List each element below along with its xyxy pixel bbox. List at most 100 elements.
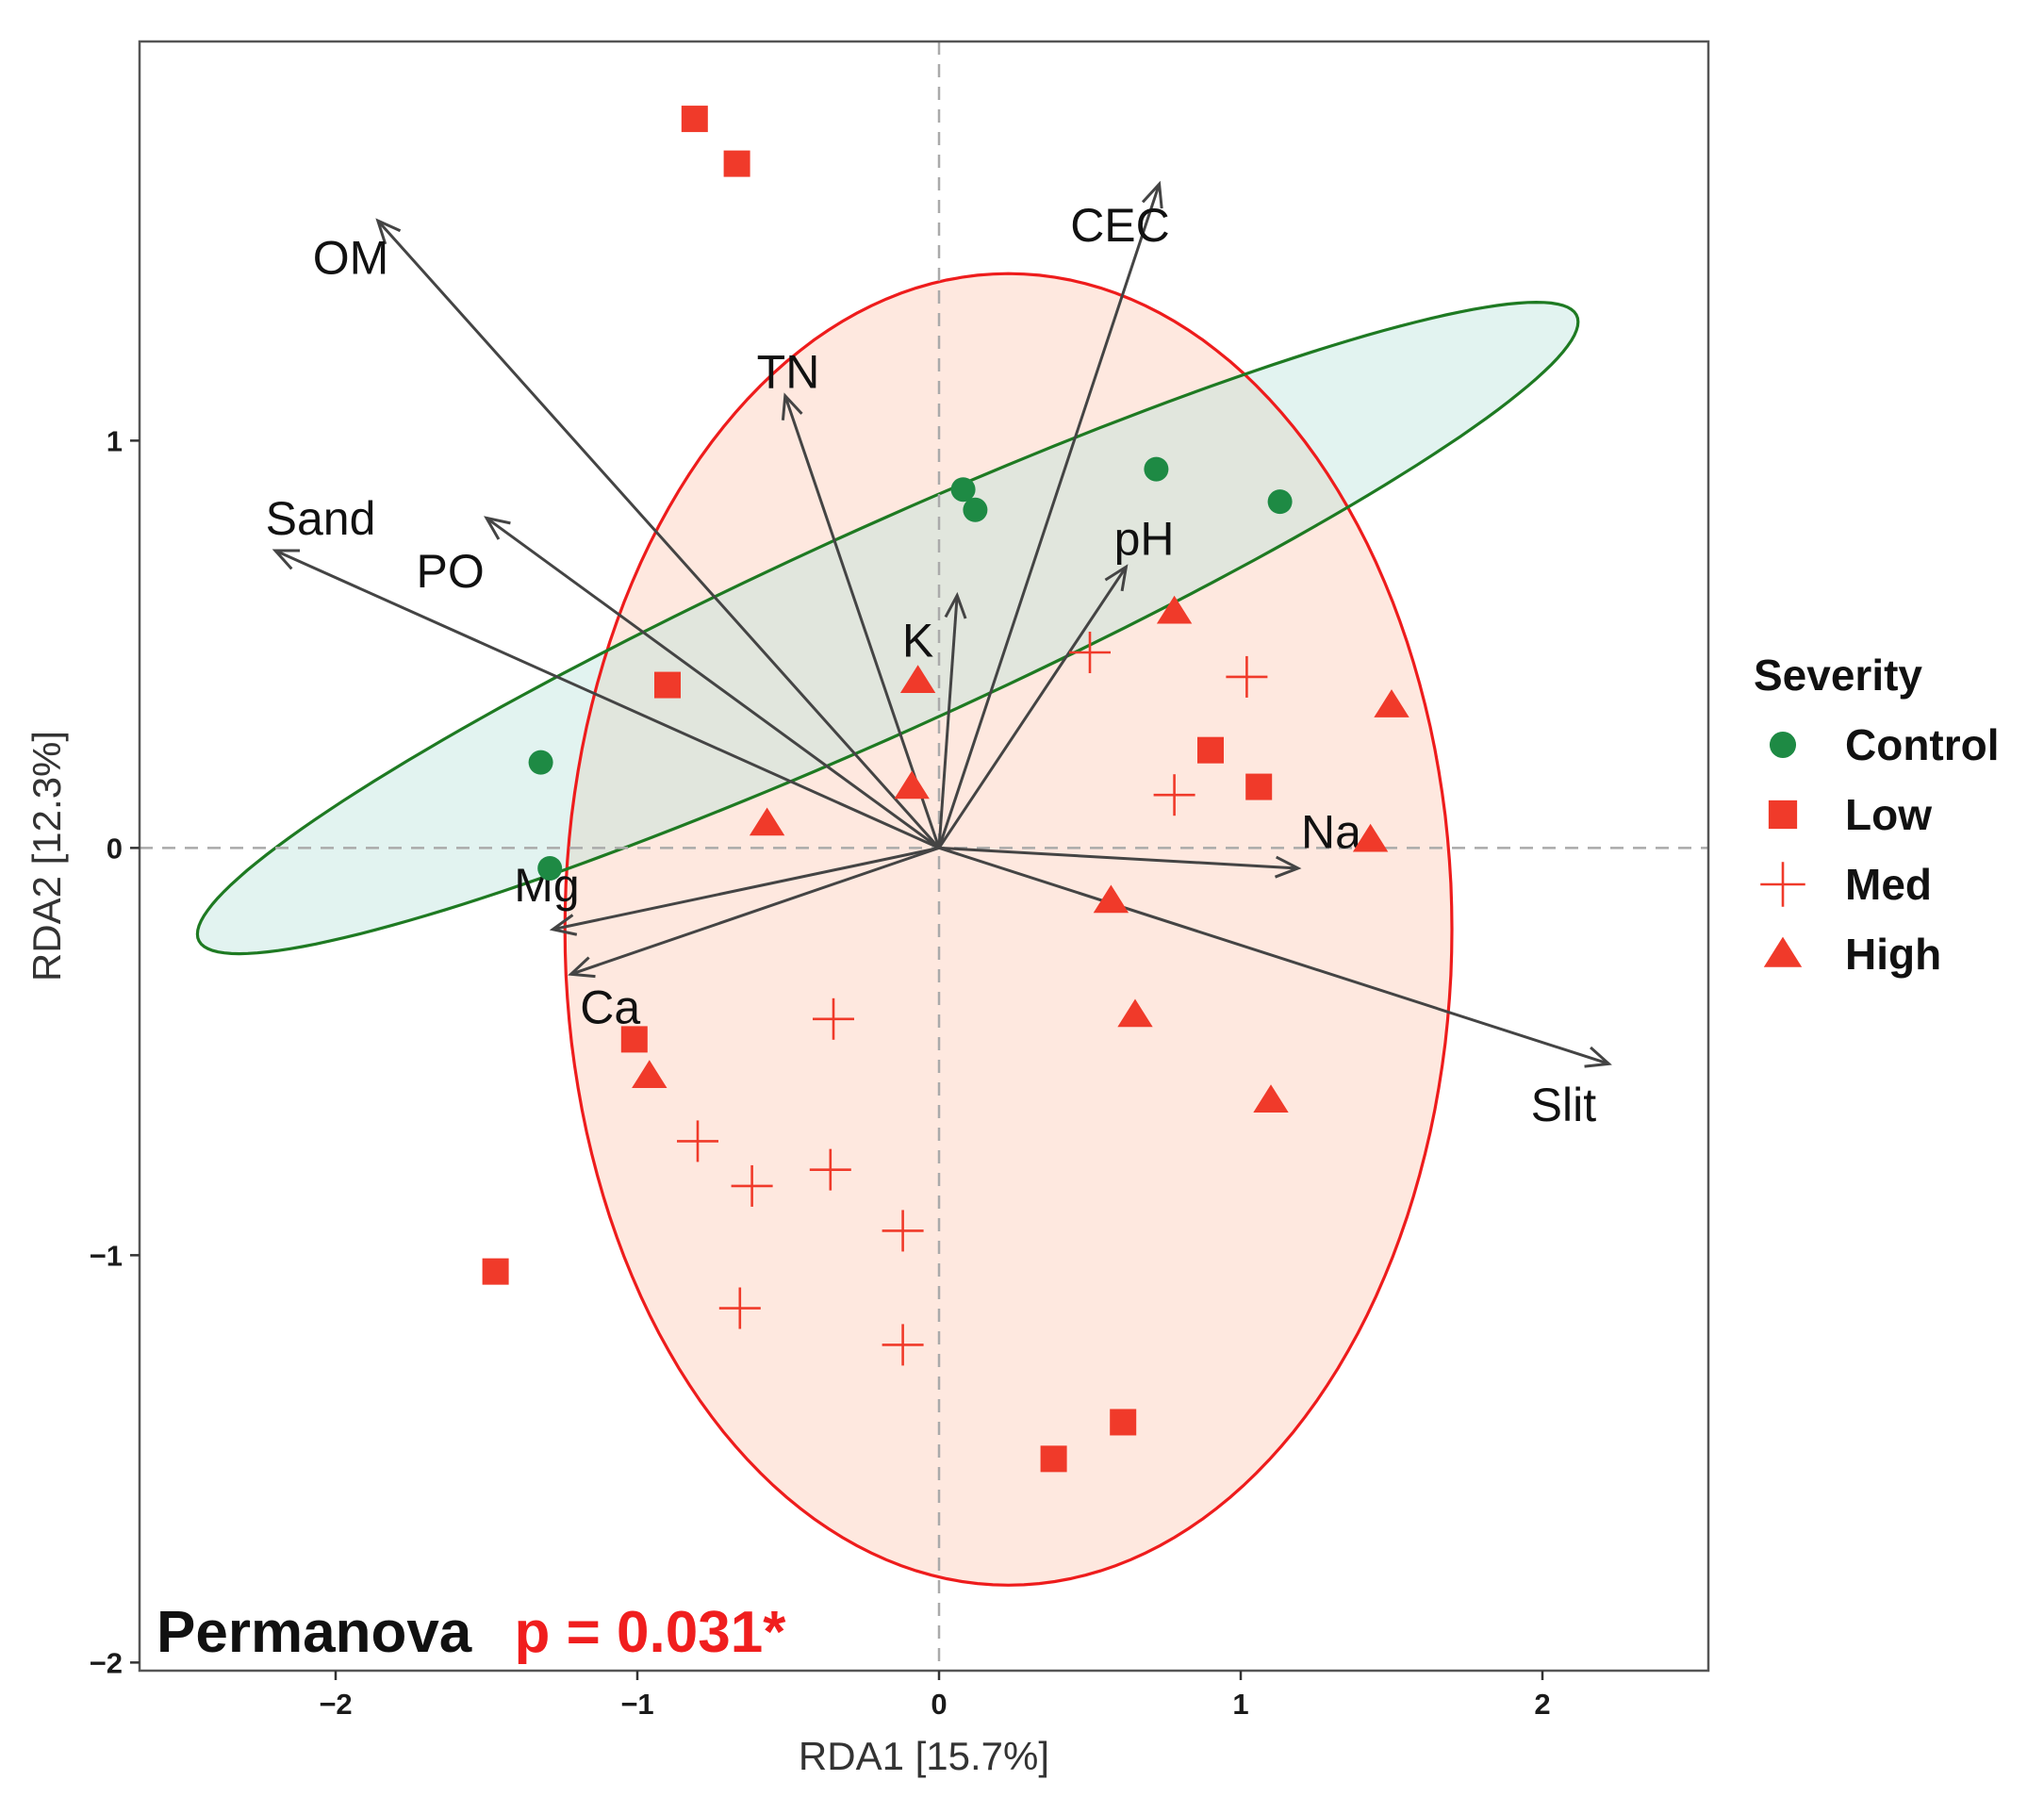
vector-arrow-po <box>486 517 940 849</box>
legend-label-med: Med <box>1845 860 1932 909</box>
point-control-2 <box>1144 456 1169 482</box>
point-low-1 <box>723 150 750 177</box>
vector-arrow-tn <box>783 395 941 849</box>
vector-label-ca: Ca <box>580 981 640 1033</box>
legend: Severity Control Low Med High <box>1754 651 2000 979</box>
legend-label-control: Control <box>1845 720 2000 769</box>
x-tick-label-2: 2 <box>1534 1688 1550 1721</box>
vector-label-po: PO <box>416 545 484 598</box>
point-med-7 <box>882 1210 924 1252</box>
legend-key-high <box>1763 936 1803 967</box>
legend-label-low: Low <box>1845 790 1932 839</box>
point-high-8 <box>632 1060 668 1089</box>
vector-om: OM <box>313 218 941 849</box>
vector-arrow-ca <box>570 846 940 976</box>
point-high-4 <box>749 807 785 836</box>
point-med-8 <box>718 1287 761 1329</box>
vector-k: K <box>902 591 967 849</box>
vector-slit: Slit <box>938 846 1612 1131</box>
legend-key-med <box>1760 862 1805 907</box>
vector-label-tn: TN <box>757 345 820 398</box>
permanova-annotation: Permanova p = 0.031* <box>157 1600 786 1665</box>
point-control-4 <box>528 750 553 775</box>
point-low-0 <box>681 106 708 133</box>
vector-po: PO <box>416 516 940 849</box>
vector-arrow-mg <box>552 846 940 931</box>
legend-key-low <box>1768 800 1798 830</box>
vector-sand: Sand <box>266 492 940 849</box>
vector-head-cec <box>1141 180 1163 209</box>
point-high-6 <box>1093 884 1129 914</box>
ellipse-severity-outline <box>563 272 1454 1587</box>
point-med-1 <box>1226 655 1268 698</box>
vector-arrow-sand <box>274 549 940 849</box>
point-med-0 <box>1069 632 1111 673</box>
vector-label-om: OM <box>313 231 389 284</box>
point-med-3 <box>813 997 854 1040</box>
point-low-2 <box>654 671 681 699</box>
vector-na: Na <box>938 806 1361 879</box>
vector-arrow-om <box>376 220 941 849</box>
vector-head-om <box>375 218 402 245</box>
vector-arrow-cec <box>937 183 1162 849</box>
y-axis-title: RDA2 [12.3%] <box>25 731 69 981</box>
vector-arrow-slit <box>938 846 1609 1065</box>
point-high-9 <box>1253 1084 1289 1113</box>
legend-key-control <box>1769 731 1797 759</box>
vector-head-na <box>1274 855 1302 879</box>
vector-head-ph <box>1104 564 1129 592</box>
vector-head-slit <box>1584 1046 1612 1068</box>
point-control-0 <box>950 477 976 503</box>
x-tick-label--1: −1 <box>620 1688 653 1721</box>
ellipse-layer <box>195 272 1580 1587</box>
y-tick-label-0: 0 <box>107 832 123 865</box>
point-high-3 <box>1374 689 1409 717</box>
x-tick-label-0: 0 <box>931 1688 947 1721</box>
vector-label-k: K <box>902 615 933 668</box>
point-low-5 <box>620 1026 648 1053</box>
vector-head-tn <box>781 392 803 420</box>
point-control-3 <box>1267 489 1293 515</box>
x-axis-title: RDA1 [15.7%] <box>799 1734 1049 1778</box>
x-tick-label--2: −2 <box>319 1688 352 1721</box>
vector-label-slit: Slit <box>1531 1079 1597 1131</box>
vector-label-sand: Sand <box>266 492 376 545</box>
vector-head-po <box>484 516 511 540</box>
point-low-7 <box>1110 1409 1137 1436</box>
point-control-5 <box>537 855 563 881</box>
vector-tn: TN <box>757 345 941 849</box>
point-high-2 <box>894 770 930 800</box>
vector-cec: CEC <box>937 180 1170 849</box>
point-med-6 <box>809 1148 851 1191</box>
legend-label-high: High <box>1845 930 1941 979</box>
vector-head-k <box>944 591 967 619</box>
vector-arrow-k <box>937 595 959 849</box>
point-control-1 <box>963 497 988 522</box>
vector-arrow-ph <box>937 566 1128 849</box>
point-med-5 <box>731 1164 773 1207</box>
vector-head-ca <box>568 956 596 979</box>
ellipse-severity-fill <box>565 273 1452 1586</box>
point-high-0 <box>1156 595 1193 624</box>
x-tick-label-1: 1 <box>1232 1688 1248 1721</box>
vector-arrow-na <box>938 846 1298 870</box>
point-low-4 <box>1245 773 1273 800</box>
point-low-3 <box>1197 736 1224 764</box>
ellipse-control-outline <box>195 300 1580 956</box>
plot-frame <box>138 40 1710 1673</box>
y-tick-label--2: −2 <box>90 1646 123 1679</box>
permanova-label: Permanova <box>157 1600 472 1665</box>
y-tick-label--1: −1 <box>90 1239 123 1272</box>
point-high-7 <box>1117 998 1153 1028</box>
point-high-1 <box>899 665 936 693</box>
point-med-4 <box>677 1120 718 1162</box>
point-low-6 <box>482 1258 509 1285</box>
point-med-9 <box>882 1324 924 1366</box>
point-low-8 <box>1040 1445 1067 1473</box>
y-tick-label-1: 1 <box>107 424 123 457</box>
point-layer <box>482 106 1409 1473</box>
vector-label-cec: CEC <box>1070 199 1170 252</box>
legend-title: Severity <box>1754 651 1922 700</box>
